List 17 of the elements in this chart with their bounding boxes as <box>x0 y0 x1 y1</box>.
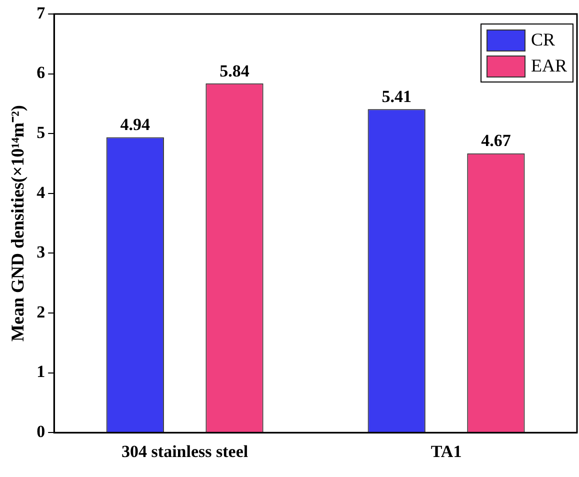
x-tick-label: 304 stainless steel <box>122 442 248 462</box>
y-tick-label: 0 <box>36 422 46 441</box>
legend-label: EAR <box>531 56 567 76</box>
y-axis-title: Mean GND densities(×10¹⁴m⁻²) <box>7 105 28 342</box>
data-label: 5.41 <box>382 86 412 106</box>
legend-label: CR <box>531 30 556 50</box>
y-tick-label: 2 <box>36 302 46 322</box>
data-label: 4.67 <box>481 131 512 150</box>
y-tick-label: 6 <box>36 63 46 82</box>
y-tick-label: 3 <box>36 242 46 262</box>
y-tick-label: 5 <box>36 122 46 142</box>
y-tick-label: 7 <box>36 3 46 22</box>
data-label: 5.84 <box>220 61 250 80</box>
x-tick-label: TA1 <box>430 442 462 462</box>
y-tick-label: 4 <box>36 182 46 202</box>
data-label: 4.94 <box>120 115 151 134</box>
y-tick-label: 1 <box>36 362 46 382</box>
